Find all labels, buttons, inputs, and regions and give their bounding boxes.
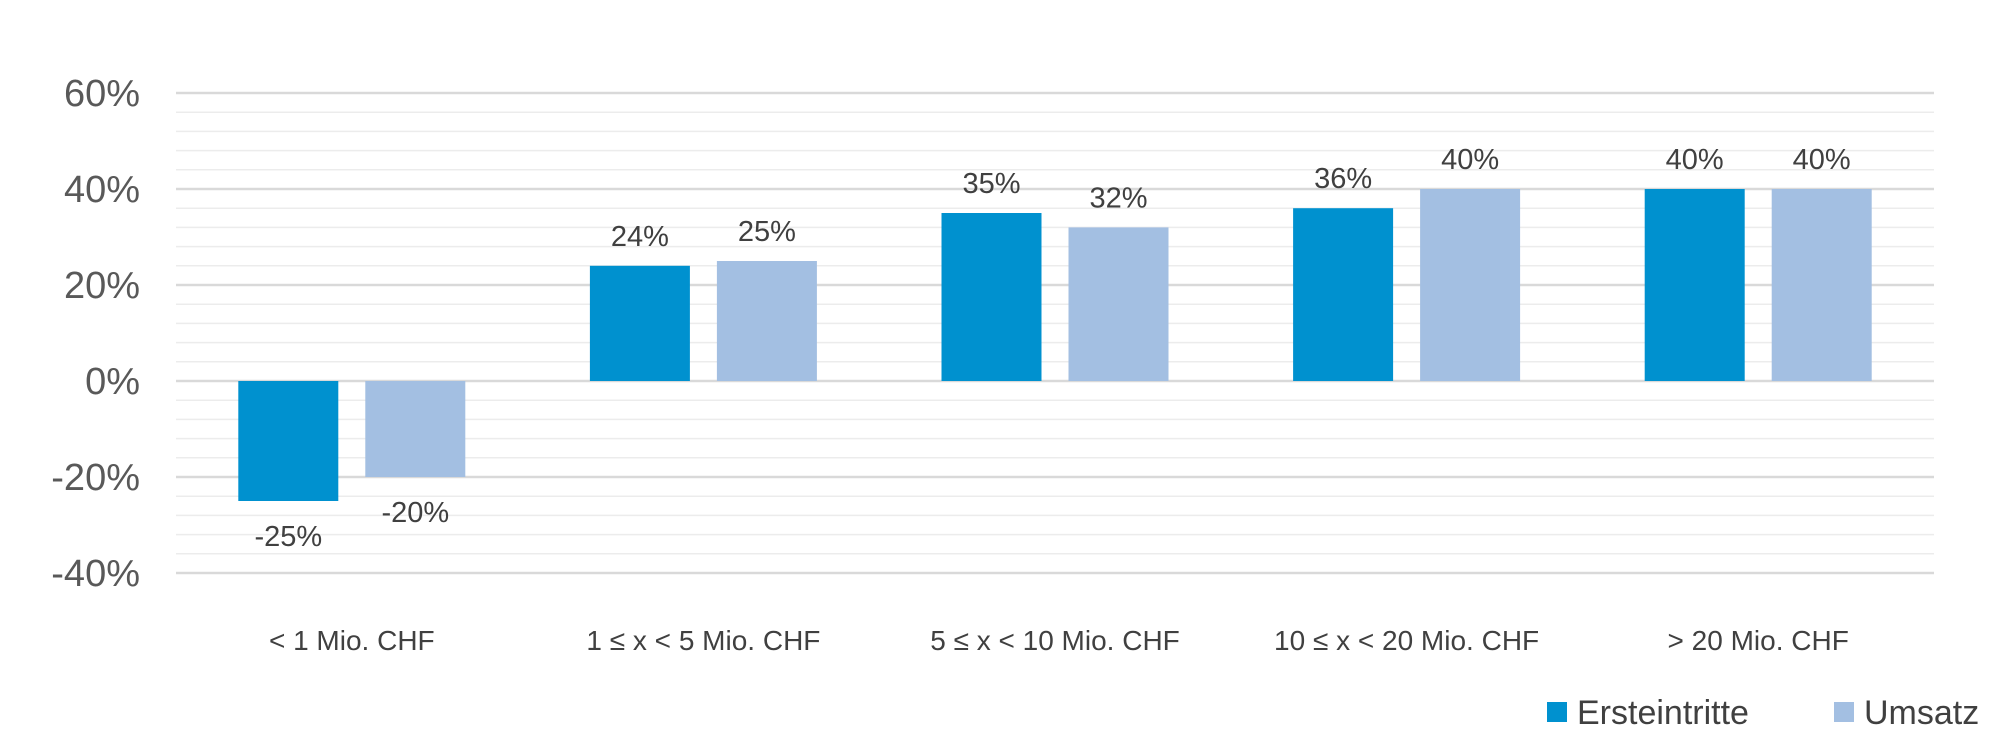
x-tick-label: 1 ≤ x < 5 Mio. CHF bbox=[586, 625, 820, 656]
bar-umsatz bbox=[716, 261, 817, 381]
x-tick-label: 10 ≤ x < 20 Mio. CHF bbox=[1274, 625, 1539, 656]
data-label: 40% bbox=[1441, 144, 1499, 176]
data-label: -25% bbox=[254, 521, 322, 553]
data-label: 25% bbox=[738, 216, 796, 248]
legend: Ersteintritte Umsatz bbox=[1547, 694, 1979, 732]
legend-label-ersteintritte: Ersteintritte bbox=[1577, 694, 1749, 732]
legend-swatch-umsatz bbox=[1834, 702, 1854, 722]
y-tick-label: 40% bbox=[64, 169, 140, 211]
y-tick-label: -40% bbox=[51, 553, 140, 595]
data-label: 35% bbox=[962, 168, 1020, 200]
bar-ersteintritte bbox=[589, 265, 690, 381]
x-tick-label: < 1 Mio. CHF bbox=[269, 625, 435, 656]
x-axis-ticks: < 1 Mio. CHF 1 ≤ x < 5 Mio. CHF 5 ≤ x < 10… bbox=[269, 625, 1849, 656]
legend-label-umsatz: Umsatz bbox=[1864, 694, 1979, 732]
bar-umsatz bbox=[365, 381, 466, 477]
data-label: 40% bbox=[1793, 144, 1851, 176]
bars bbox=[238, 189, 1872, 501]
y-tick-label: 60% bbox=[64, 73, 140, 115]
bar-umsatz bbox=[1771, 189, 1872, 381]
y-tick-label: 0% bbox=[85, 361, 140, 403]
data-label: 32% bbox=[1089, 182, 1147, 214]
data-label: 24% bbox=[611, 221, 669, 253]
x-tick-label: > 20 Mio. CHF bbox=[1668, 625, 1849, 656]
y-tick-label: 20% bbox=[64, 265, 140, 307]
bar-ersteintritte bbox=[238, 381, 339, 501]
y-axis-ticks: 60% 40% 20% 0% -20% -40% bbox=[51, 73, 140, 595]
data-label: 36% bbox=[1314, 163, 1372, 195]
data-label: 40% bbox=[1666, 144, 1724, 176]
gridlines bbox=[176, 91, 1934, 575]
y-tick-label: -20% bbox=[51, 457, 140, 499]
data-label: -20% bbox=[381, 497, 449, 529]
x-tick-label: 5 ≤ x < 10 Mio. CHF bbox=[930, 625, 1180, 656]
legend-swatch-ersteintritte bbox=[1547, 702, 1567, 722]
bar-ersteintritte bbox=[941, 213, 1042, 381]
data-labels: -25% -20% 24% 25% 35% 32% 36% 40% 40% 40% bbox=[254, 144, 1850, 553]
bar-umsatz bbox=[1420, 189, 1521, 381]
bar-ersteintritte bbox=[1644, 189, 1745, 381]
bar-ersteintritte bbox=[1293, 208, 1394, 381]
bar-umsatz bbox=[1068, 227, 1169, 381]
